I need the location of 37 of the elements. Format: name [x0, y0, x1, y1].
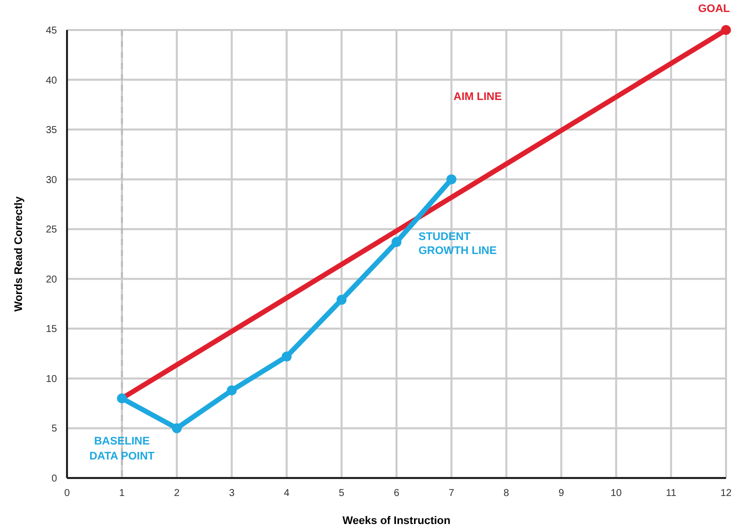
- series-label: STUDENT GROWTH LINE: [418, 231, 497, 258]
- x-tick-label: 3: [228, 488, 235, 499]
- y-tick-label: 30: [46, 174, 58, 186]
- x-axis-title: Weeks of Instruction: [342, 515, 451, 527]
- y-axis-title: Words Read Correctly: [13, 195, 25, 312]
- x-tick-label: 1: [119, 488, 126, 499]
- y-tick-label: 5: [51, 424, 58, 435]
- point: [282, 352, 292, 362]
- y-tick-label: 25: [46, 224, 58, 236]
- x-tick-label: 6: [394, 488, 400, 499]
- x-tick-label: 10: [610, 488, 622, 499]
- y-tick-label: 10: [46, 374, 58, 385]
- y-tick-label: 15: [46, 324, 58, 336]
- y-tick-label: 20: [46, 274, 58, 286]
- x-tick-label: 9: [558, 488, 564, 499]
- text: AIM LINE: [454, 90, 502, 103]
- x-tick-label: 11: [666, 488, 677, 499]
- x-tick-label: 7: [448, 488, 455, 499]
- x-tick-label: 12: [720, 488, 732, 499]
- x-tick-label: 8: [504, 488, 510, 499]
- point: [392, 237, 402, 248]
- x-tick-label: 4: [284, 488, 290, 499]
- x-tick-label: 2: [174, 488, 180, 499]
- y-tick-label: 40: [46, 75, 58, 86]
- point: [172, 423, 182, 434]
- y-tick-label: 35: [46, 125, 58, 136]
- x-tick-label: 5: [338, 488, 345, 499]
- point: [116, 393, 127, 404]
- point: [336, 294, 347, 305]
- point: [226, 385, 237, 396]
- point: [721, 25, 731, 35]
- x-tick-label: 0: [64, 488, 70, 499]
- y-tick-label: 0: [51, 474, 58, 484]
- point: [446, 174, 456, 184]
- annotation: GOAL: [698, 3, 730, 15]
- y-tick-label: 45: [46, 26, 58, 36]
- annotation: BASELINE DATA POINT: [89, 435, 155, 462]
